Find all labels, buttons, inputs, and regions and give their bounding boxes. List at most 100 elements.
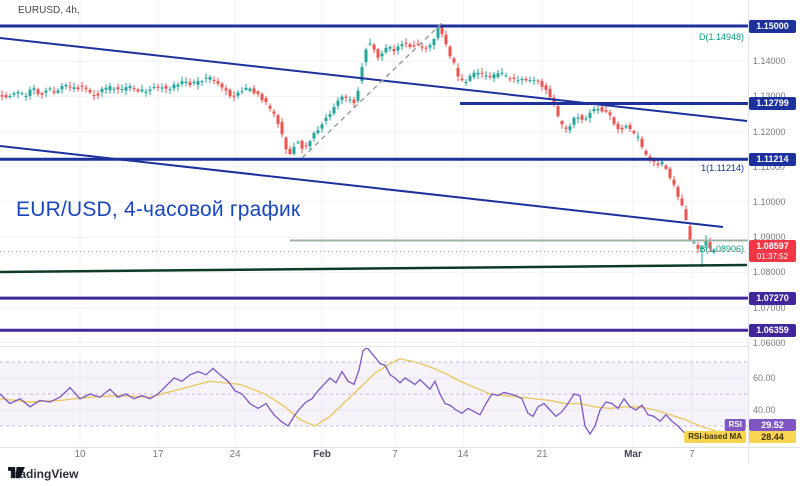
candle xyxy=(556,106,560,117)
candle xyxy=(368,43,372,45)
candle xyxy=(612,117,616,124)
candle xyxy=(648,156,652,160)
rsi-ma-line[interactable] xyxy=(0,358,746,437)
price-badge-1.07270: 1.07270 xyxy=(749,292,796,305)
candle xyxy=(448,46,452,57)
candle xyxy=(684,209,688,220)
candle xyxy=(308,141,312,147)
candle xyxy=(276,115,280,124)
candle xyxy=(708,241,712,249)
candle xyxy=(664,165,668,169)
trendline-3[interactable] xyxy=(301,21,444,159)
candle xyxy=(148,89,152,92)
candle xyxy=(616,123,620,130)
tradingview-logo[interactable]: TradingView xyxy=(8,465,78,483)
rsi-value-badge: 29.52 xyxy=(749,419,796,431)
candle xyxy=(68,86,72,88)
candle xyxy=(52,91,56,93)
rsi-pane[interactable] xyxy=(0,348,748,446)
candle xyxy=(136,89,140,92)
candle xyxy=(28,89,32,96)
time-tick-Feb: Feb xyxy=(313,449,331,460)
pane-separator[interactable] xyxy=(0,346,748,347)
candle xyxy=(480,72,484,74)
candle xyxy=(216,81,220,84)
candle xyxy=(604,110,608,112)
time-tick-Mar: Mar xyxy=(624,449,642,460)
price-axis-label: 1.14000 xyxy=(753,56,786,66)
time-tick-10: 10 xyxy=(74,449,86,460)
candle xyxy=(680,198,684,206)
candle xyxy=(360,67,364,82)
rsi-line[interactable] xyxy=(0,348,746,444)
trendlines[interactable] xyxy=(0,21,748,274)
candle xyxy=(624,125,628,128)
candle xyxy=(332,107,336,114)
candle xyxy=(288,148,292,154)
candle xyxy=(280,122,284,135)
candle xyxy=(420,46,424,48)
candle xyxy=(532,80,536,82)
candle xyxy=(460,78,464,81)
candle xyxy=(388,46,392,49)
candle xyxy=(468,76,472,81)
rsi-axis-label: 60.00 xyxy=(753,373,776,383)
candle xyxy=(260,93,264,101)
candle xyxy=(380,53,384,57)
candle xyxy=(140,89,144,92)
candle xyxy=(180,81,184,84)
candle xyxy=(0,95,4,97)
candle xyxy=(596,108,600,111)
candle xyxy=(116,87,120,90)
trendline-1[interactable] xyxy=(0,145,724,228)
candle xyxy=(320,124,324,129)
candle xyxy=(396,46,400,51)
candle xyxy=(672,179,676,185)
pattern-label-D[interactable]: D(1.14948) xyxy=(698,32,744,42)
candle xyxy=(688,226,692,240)
candle xyxy=(340,96,344,101)
candle xyxy=(188,82,192,85)
candle xyxy=(696,244,700,249)
candle xyxy=(12,93,16,95)
price-badge-1.15000: 1.15000 xyxy=(749,20,796,33)
pattern-label-1[interactable]: 1(1.11214) xyxy=(701,163,744,173)
candle xyxy=(552,97,556,105)
price-pane[interactable] xyxy=(0,0,748,346)
candle xyxy=(492,74,496,79)
candle xyxy=(240,91,244,93)
trendline-0[interactable] xyxy=(0,37,748,122)
candle xyxy=(328,114,332,117)
price-axis-label: 1.06000 xyxy=(753,338,786,348)
candle xyxy=(376,49,380,58)
candle xyxy=(20,93,24,95)
candle xyxy=(472,72,476,78)
candle xyxy=(212,80,216,82)
candle xyxy=(668,168,672,178)
candle xyxy=(36,89,40,95)
candle xyxy=(644,150,648,155)
price-badge-1.06359: 1.06359 xyxy=(749,324,796,337)
candlestick-series[interactable] xyxy=(0,23,716,268)
candle xyxy=(488,75,492,78)
candle xyxy=(576,117,580,119)
candle xyxy=(200,81,204,83)
candle xyxy=(224,88,228,91)
candle xyxy=(220,83,224,88)
price-axis-border xyxy=(748,0,749,463)
price-badge-1.11214: 1.11214 xyxy=(749,153,796,166)
candle xyxy=(660,161,664,165)
candle xyxy=(156,86,160,88)
time-axis[interactable]: 10 17 24 Feb 7 14 21 Mar 7 xyxy=(0,447,748,463)
rsi-axis-label: 40.00 xyxy=(753,405,776,415)
pattern-label-B[interactable]: B(1.08906) xyxy=(699,244,744,254)
candle xyxy=(352,99,356,104)
candle xyxy=(504,75,508,77)
symbol-legend[interactable]: EURUSD, 4h, xyxy=(18,5,80,16)
time-tick-14: 14 xyxy=(457,449,469,460)
trendline-2[interactable] xyxy=(0,263,748,274)
rsi-label-pill: RSI xyxy=(724,419,746,431)
horizontal-levels[interactable] xyxy=(0,24,748,332)
candle xyxy=(428,45,432,48)
rsi-grid xyxy=(0,348,748,446)
